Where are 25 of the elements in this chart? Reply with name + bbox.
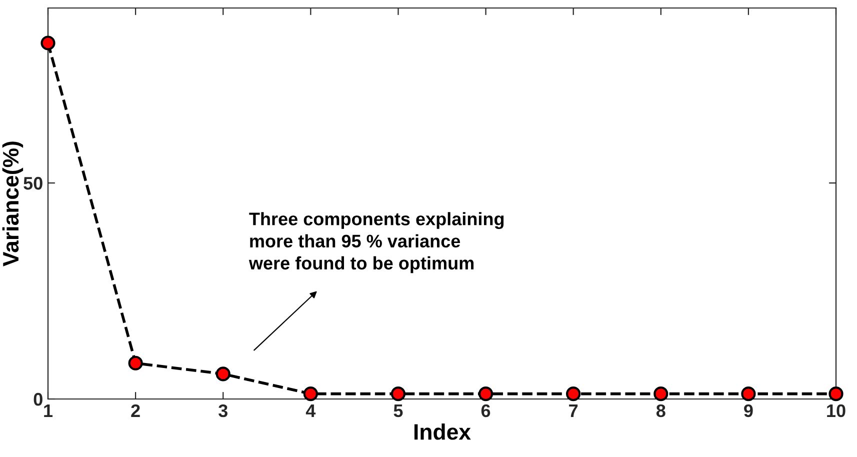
x-tick-label: 5 — [394, 404, 403, 418]
point — [303, 386, 318, 402]
point — [828, 386, 844, 402]
x-tick-label: 6 — [481, 404, 490, 418]
x-tick-label: 2 — [131, 404, 140, 417]
x-tick-label: 9 — [744, 404, 753, 418]
annotation: Three components explaining more than 95 % variance were found to be optimum — [248, 212, 504, 274]
x-tick-label: 7 — [569, 404, 578, 417]
point — [128, 356, 143, 370]
y-tick-label: 0 — [34, 392, 42, 406]
x-tick-label: 4 — [306, 404, 316, 417]
point — [654, 386, 668, 402]
point — [741, 386, 756, 402]
x-axis-title: Index — [414, 423, 471, 440]
x-tick-label: 8 — [656, 404, 666, 418]
y-axis-title: Variance(%) — [2, 142, 24, 266]
point — [566, 386, 581, 402]
point — [390, 386, 406, 402]
y-tick-label: 50 — [24, 176, 42, 190]
point — [216, 366, 230, 382]
point — [40, 36, 56, 50]
x-tick-label: 1 — [44, 404, 53, 417]
point — [478, 386, 494, 402]
x-tick-label: 10 — [827, 404, 846, 418]
x-tick-label: 3 — [218, 404, 228, 418]
